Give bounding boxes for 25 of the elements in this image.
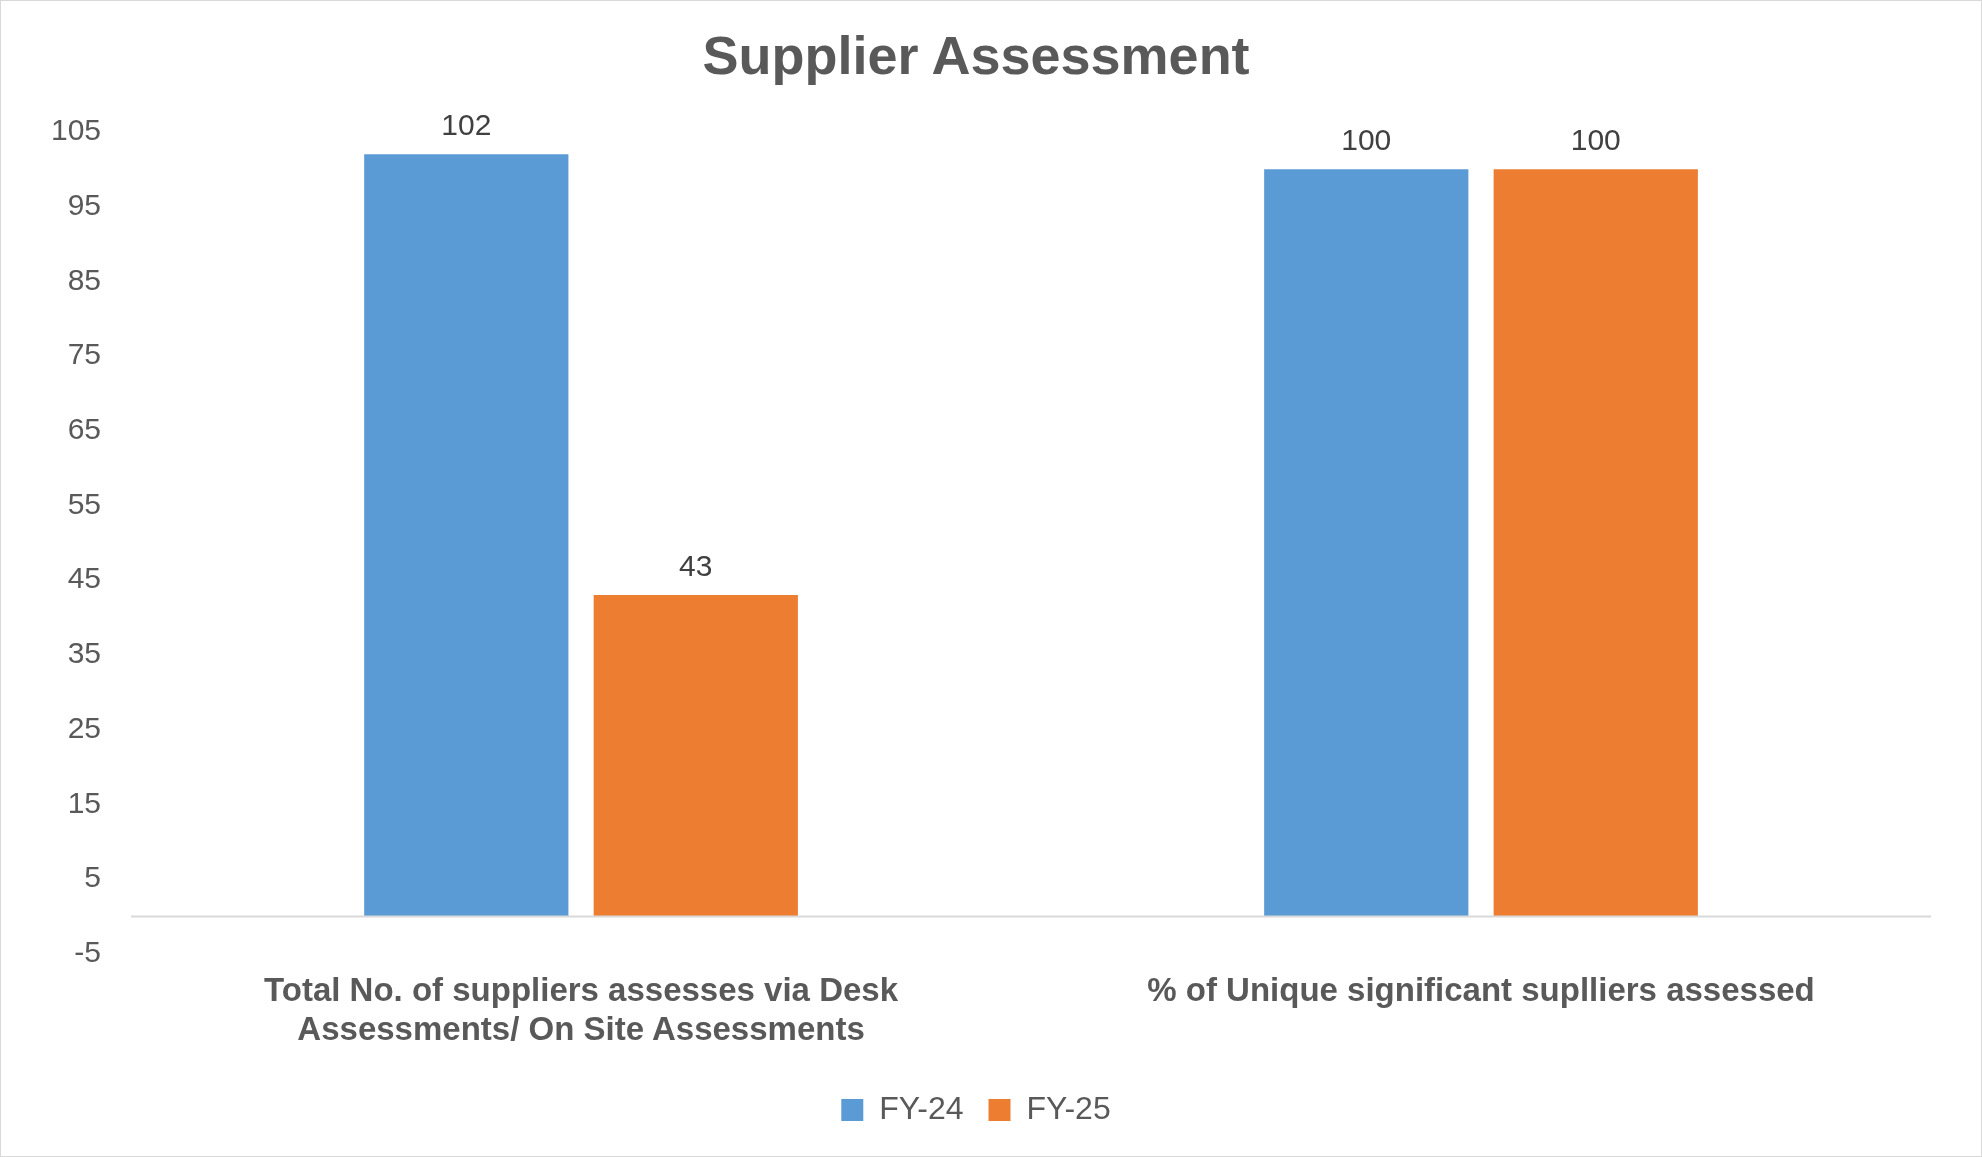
- chart-title: Supplier Assessment: [702, 25, 1250, 86]
- y-tick-label: 15: [67, 785, 102, 819]
- y-tick-label: 45: [67, 561, 102, 595]
- x-tick-label: Total No. of suppliers assesses via Desk Assessments/ On Site Assessments: [264, 970, 899, 1048]
- y-tick-label: 105: [50, 113, 102, 147]
- bar: [1493, 169, 1698, 917]
- y-tick-label: 85: [67, 262, 102, 296]
- y-tick-label: 25: [67, 710, 102, 744]
- data-label: 102: [441, 108, 492, 142]
- bar: [593, 595, 798, 917]
- data-label: 100: [1341, 123, 1392, 157]
- y-tick-label: 95: [67, 187, 102, 221]
- y-tick-label: 75: [67, 337, 102, 371]
- y-tick-label: 5: [84, 860, 102, 894]
- y-tick-label: 55: [67, 486, 102, 520]
- data-label: 43: [679, 549, 713, 583]
- data-label: 100: [1570, 123, 1621, 157]
- bar: [364, 154, 569, 917]
- y-tick-label: -5: [74, 935, 102, 969]
- bar: [1264, 169, 1469, 917]
- legend-label: FY-25: [1026, 1089, 1111, 1126]
- y-tick-label: 35: [67, 636, 102, 670]
- y-tick-label: 65: [67, 411, 102, 445]
- x-tick-label: % of Unique significant suplliers assessed: [1147, 970, 1815, 1008]
- legend-label: FY-24: [879, 1089, 964, 1126]
